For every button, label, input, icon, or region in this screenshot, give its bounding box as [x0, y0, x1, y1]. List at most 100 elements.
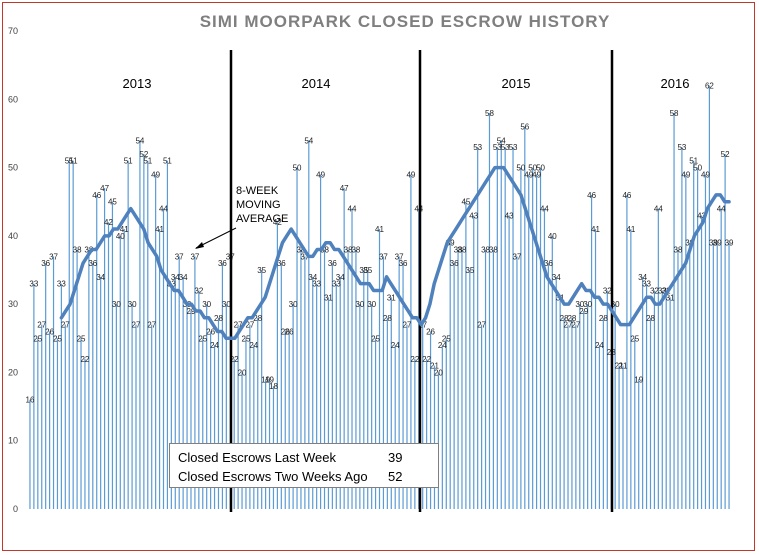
- bar: [473, 215, 475, 509]
- bar: [280, 263, 282, 509]
- bar: [394, 345, 396, 509]
- bar: [543, 208, 546, 510]
- bar: [33, 283, 35, 509]
- year-dividers: [229, 50, 614, 512]
- data-label: 53: [473, 143, 482, 152]
- bar: [704, 174, 707, 509]
- data-label: 39: [725, 239, 734, 248]
- bar: [724, 153, 726, 509]
- data-label: 33: [57, 280, 66, 289]
- data-label: 56: [520, 123, 529, 132]
- bar: [492, 249, 494, 509]
- data-label: 19: [261, 375, 270, 384]
- bar: [642, 276, 644, 509]
- data-label: 22: [80, 355, 89, 364]
- bar: [158, 229, 161, 509]
- bar: [178, 256, 180, 509]
- data-label: 34: [96, 273, 105, 282]
- bar: [685, 174, 687, 509]
- bar: [131, 304, 133, 509]
- data-label: 28: [646, 314, 655, 323]
- bar: [351, 208, 353, 510]
- bar: [728, 242, 730, 509]
- data-label: 20: [434, 368, 443, 377]
- bar: [72, 160, 74, 510]
- bar: [107, 222, 110, 509]
- data-label: 27: [403, 321, 412, 330]
- bar: [319, 174, 322, 509]
- data-label: 21: [615, 362, 624, 371]
- bar: [327, 297, 330, 509]
- data-label: 49: [151, 170, 160, 179]
- data-label: 44: [654, 205, 663, 214]
- bar: [449, 242, 451, 509]
- data-label: 30: [583, 300, 592, 309]
- bar: [390, 297, 392, 509]
- bar: [41, 324, 43, 509]
- data-label: 39: [685, 239, 694, 248]
- bar: [139, 140, 141, 509]
- bar: [300, 249, 302, 509]
- data-label: 20: [238, 368, 247, 377]
- bar: [579, 304, 581, 509]
- bar: [170, 283, 172, 509]
- data-label: 25: [442, 334, 451, 343]
- data-label: 50: [293, 164, 302, 173]
- bar: [555, 276, 557, 509]
- bar: [437, 372, 440, 509]
- bar: [111, 201, 114, 509]
- data-label: 39: [709, 239, 718, 248]
- bar: [571, 317, 573, 509]
- bar: [151, 324, 153, 509]
- data-label: 38: [320, 246, 329, 255]
- bar: [406, 324, 408, 509]
- bar: [363, 270, 365, 509]
- bar: [210, 331, 212, 509]
- data-label: 39: [446, 239, 455, 248]
- data-label: 34: [638, 273, 647, 282]
- bar: [135, 324, 137, 509]
- data-label: 28: [560, 314, 569, 323]
- data-label: 30: [575, 300, 584, 309]
- data-label: 36: [399, 259, 408, 268]
- bar: [37, 338, 39, 509]
- annotation-line-2: MOVING: [236, 199, 281, 211]
- data-label: 50: [516, 164, 525, 173]
- data-label: 43: [505, 211, 514, 220]
- bar: [304, 256, 306, 509]
- bar: [182, 276, 184, 509]
- bar: [382, 256, 385, 509]
- data-label: 44: [159, 205, 168, 214]
- data-label: 49: [316, 170, 325, 179]
- bar: [657, 208, 659, 510]
- data-label: 37: [49, 252, 58, 261]
- data-label: 40: [116, 232, 125, 241]
- data-label: 30: [128, 300, 137, 309]
- data-label: 32: [603, 286, 612, 295]
- data-label: 38: [489, 246, 498, 255]
- bar: [528, 174, 530, 509]
- bar: [92, 263, 94, 509]
- bar: [575, 324, 577, 509]
- y-tick-label: 0: [13, 504, 18, 514]
- bar: [567, 324, 569, 509]
- last-week-value: 39: [388, 450, 403, 465]
- bar: [465, 201, 467, 509]
- bar: [378, 229, 381, 509]
- data-label: 24: [210, 341, 219, 350]
- data-label: 49: [681, 170, 690, 179]
- bar: [194, 256, 196, 509]
- data-label: 50: [536, 164, 545, 173]
- data-label: 54: [135, 136, 144, 145]
- bar: [504, 147, 506, 509]
- bar: [52, 256, 55, 509]
- bar: [516, 256, 518, 509]
- bar: [512, 147, 514, 509]
- data-label: 41: [155, 225, 164, 234]
- bar: [716, 242, 718, 509]
- data-label: 46: [587, 191, 596, 200]
- year-label: 2013: [123, 76, 152, 91]
- bar: [689, 242, 691, 509]
- data-label: 38: [481, 246, 490, 255]
- bar: [618, 365, 620, 509]
